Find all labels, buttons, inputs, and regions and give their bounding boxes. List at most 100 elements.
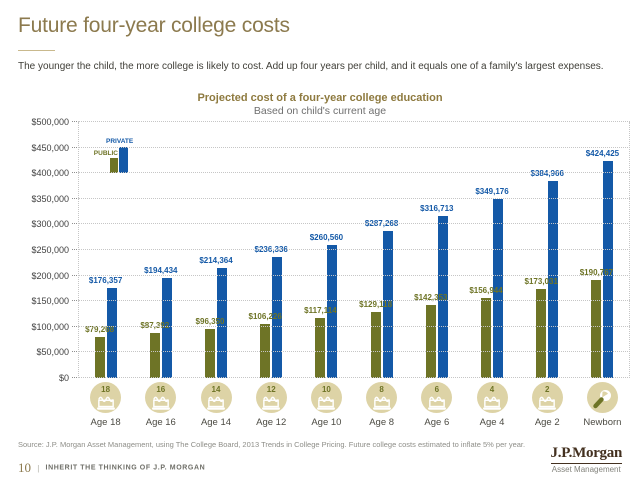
y-tick-label: $350,000 xyxy=(31,193,69,204)
bar-group: $190,767 $424,425 xyxy=(575,122,630,378)
y-tick-label: $200,000 xyxy=(31,270,69,281)
bar-group: $79,268 $176,357 xyxy=(78,122,133,378)
x-tick-label: Age 12 xyxy=(256,417,287,428)
public-value-label: $79,268 xyxy=(85,325,115,335)
birthday-cake-icon xyxy=(262,396,281,410)
private-value-label: $176,357 xyxy=(88,275,123,285)
plot-right-border xyxy=(629,122,630,378)
public-bar xyxy=(205,328,216,378)
birthday-cake-icon xyxy=(483,396,501,410)
jpmorgan-logo-text: J.P.Morgan xyxy=(550,445,622,464)
age-badge: 12 xyxy=(255,382,287,413)
age-badge: 4 xyxy=(476,382,508,413)
x-axis-item: 4 Age 4 xyxy=(464,382,519,428)
private-bar xyxy=(603,160,614,378)
bar-group: $173,031 $384,966 xyxy=(520,122,575,378)
chart-title: Projected cost of a four-year college ed… xyxy=(197,92,443,104)
public-bar xyxy=(149,333,160,378)
gridline xyxy=(72,223,630,225)
legend-private-label: PRIVATE xyxy=(106,138,134,146)
intro-text: The younger the child, the more college … xyxy=(18,61,604,72)
page-number: 10 xyxy=(18,460,31,475)
private-bar xyxy=(272,257,283,378)
public-bar xyxy=(591,280,602,378)
gridline xyxy=(72,351,630,353)
x-tick-label: Age 14 xyxy=(200,417,232,428)
gridline xyxy=(72,377,630,378)
private-value-label: $424,425 xyxy=(585,148,620,158)
private-value-label: $260,560 xyxy=(309,232,344,242)
private-bar xyxy=(493,199,504,378)
chart-legend: PUBLIC PRIVATE xyxy=(92,131,148,174)
x-tick-label: Age 10 xyxy=(311,417,342,428)
y-tick-label: $450,000 xyxy=(31,142,69,153)
age-badge: 18 xyxy=(90,382,122,413)
x-tick-label: Age 8 xyxy=(369,417,395,428)
bar-group: $129,118 $287,268 xyxy=(354,122,409,378)
private-bar xyxy=(437,215,448,378)
footer-divider: | xyxy=(37,463,40,473)
age-badge: 8 xyxy=(366,382,398,413)
title-rule xyxy=(18,50,55,51)
y-tick-label: $250,000 xyxy=(31,245,69,255)
legend-private-bar xyxy=(119,147,128,174)
source-note: Source: J.P. Morgan Asset Management, us… xyxy=(18,440,526,449)
y-tick-label: $150,000 xyxy=(31,296,69,307)
birthday-cake-icon xyxy=(372,396,391,410)
private-bar xyxy=(327,244,338,378)
bar-group: $117,114 $260,560 xyxy=(299,122,354,378)
legend-public-label: PUBLIC xyxy=(93,150,118,158)
y-axis-line xyxy=(78,122,79,378)
public-bar xyxy=(260,323,271,378)
public-bar xyxy=(370,311,381,378)
y-tick-label: $300,000 xyxy=(31,219,69,230)
y-tick-label: $100,000 xyxy=(31,321,69,332)
y-tick-label: $400,000 xyxy=(31,168,69,179)
bar-group: $96,350 $214,364 xyxy=(188,122,243,378)
footer: 10 | INHERIT THE THINKING OF J.P. MORGAN xyxy=(18,460,205,476)
x-tick-label: Age 6 xyxy=(424,417,450,428)
bar-group: $106,226 $236,336 xyxy=(244,122,299,378)
x-axis-item: Newborn xyxy=(575,382,630,428)
public-value-label: $129,118 xyxy=(359,299,393,309)
x-tick-label: Age 4 xyxy=(479,417,505,428)
gridline xyxy=(72,325,630,327)
x-axis-item: 2 Age 2 xyxy=(520,382,575,428)
y-tick-label: $50,000 xyxy=(36,347,69,358)
public-value-label: $156,944 xyxy=(469,285,503,295)
public-bar xyxy=(425,305,436,378)
y-tick-label: $0 xyxy=(58,373,69,383)
gridline xyxy=(72,197,630,199)
age-badge: 2 xyxy=(531,382,563,413)
bar-group: $156,944 $349,176 xyxy=(464,122,519,378)
birthday-cake-icon xyxy=(96,396,115,410)
badge-age-number: 18 xyxy=(101,384,111,394)
public-value-label: $96,350 xyxy=(195,316,225,326)
birthday-cake-icon xyxy=(151,396,170,410)
footer-tagline: INHERIT THE THINKING OF J.P. MORGAN xyxy=(45,464,206,472)
badge-age-number: 10 xyxy=(321,384,331,394)
x-axis-item: 16 Age 16 xyxy=(133,382,188,428)
public-bar xyxy=(536,289,547,378)
private-value-label: $384,966 xyxy=(530,168,564,178)
public-value-label: $190,767 xyxy=(579,268,614,278)
badge-age-number: 8 xyxy=(379,384,384,394)
private-bar xyxy=(217,268,227,378)
x-axis-item: 6 Age 6 xyxy=(409,382,464,428)
public-bar xyxy=(481,297,492,378)
age-badge: 14 xyxy=(200,382,232,413)
bar-chart-plot: $79,268 $176,357 $87,392 $194,434 $96,350 $21… xyxy=(31,117,630,383)
jpmorgan-logo-subtext: Asset Management xyxy=(551,465,621,474)
legend-public-bar xyxy=(110,158,118,174)
badge-age-number: 14 xyxy=(211,384,221,394)
bar-group: $142,353 $316,713 xyxy=(409,122,464,378)
birthday-cake-icon xyxy=(427,396,446,410)
badge-age-number: 12 xyxy=(266,384,276,394)
public-value-label: $117,114 xyxy=(304,306,337,316)
bar-group: $87,392 $194,434 xyxy=(133,122,188,378)
birthday-cake-icon xyxy=(207,396,225,410)
public-bar xyxy=(315,318,326,378)
public-bar xyxy=(94,337,105,378)
age-badge: 10 xyxy=(310,382,342,413)
chart-subtitle: Based on child's current age xyxy=(253,105,387,117)
